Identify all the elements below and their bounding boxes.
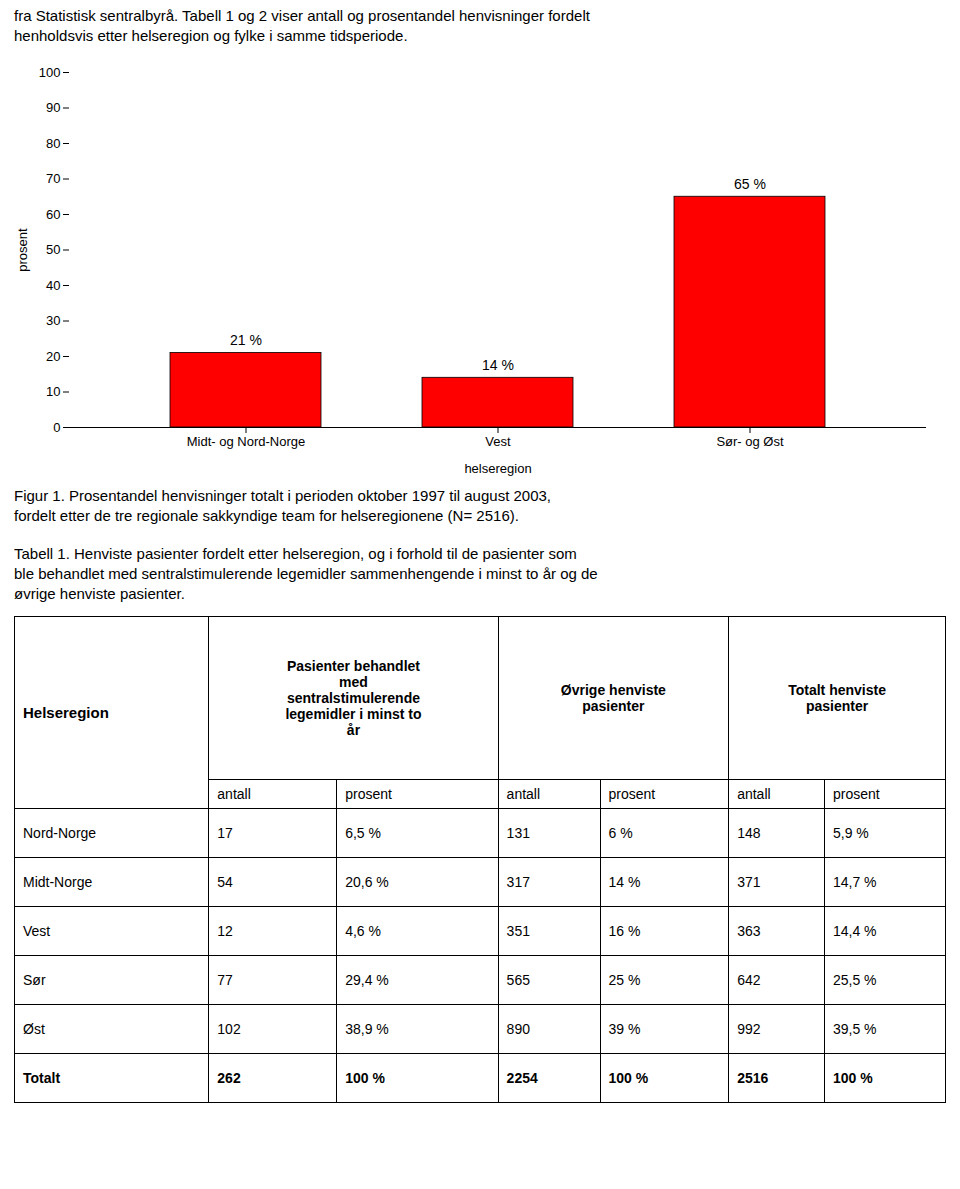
svg-text:21 %: 21 % xyxy=(230,332,262,348)
svg-text:20: 20 xyxy=(46,349,60,364)
html-text:Figur 1. Prosentandel henvisni: Figur 1. Prosentandel henvisninger total… xyxy=(14,487,551,504)
html-text:2516: 2516 xyxy=(737,1070,769,1086)
svg-text:14 %: 14 % xyxy=(482,357,514,373)
svg-text:30: 30 xyxy=(46,313,60,328)
html-text:Helseregion: Helseregion xyxy=(23,704,109,721)
html-text:Sør: Sør xyxy=(23,972,46,988)
html-text:642: 642 xyxy=(737,972,761,988)
html-text:992: 992 xyxy=(737,1021,761,1037)
html-text:antall: antall xyxy=(506,786,541,802)
svg-text:Vest: Vest xyxy=(485,434,511,449)
html-text:Øst: Øst xyxy=(23,1021,45,1037)
html-text:Totalt: Totalt xyxy=(23,1070,61,1086)
html-text:fra Statistisk sentralbyrå. Ta: fra Statistisk sentralbyrå. Tabell 1 og … xyxy=(14,7,590,24)
html-text:6,5 %: 6,5 % xyxy=(345,825,381,841)
html-text:Midt-Norge: Midt-Norge xyxy=(23,874,93,890)
svg-text:70: 70 xyxy=(46,171,60,186)
html-text:363: 363 xyxy=(737,923,761,939)
html-text:131: 131 xyxy=(506,825,530,841)
svg-text:50: 50 xyxy=(46,242,60,257)
html-text:25 %: 25 % xyxy=(608,972,641,988)
html-text:6 %: 6 % xyxy=(608,825,633,841)
svg-text:90: 90 xyxy=(46,100,60,115)
html-text:henholdsvis etter helseregion: henholdsvis etter helseregion og fylke i… xyxy=(14,27,408,44)
html-text:317: 317 xyxy=(506,874,530,890)
svg-text:40: 40 xyxy=(46,278,60,293)
html-text:Pasienter behandlet med sentra: Pasienter behandlet med sentralstimulere… xyxy=(285,658,422,738)
html-text:prosent: prosent xyxy=(608,786,656,802)
html-text:Nord-Norge: Nord-Norge xyxy=(23,825,97,841)
html-text:14 %: 14 % xyxy=(608,874,641,890)
html-text:Øvrige henviste pasienter: Øvrige henviste pasienter xyxy=(560,682,666,714)
html-text:565: 565 xyxy=(506,972,530,988)
svg-text:60: 60 xyxy=(46,207,60,222)
html-text:100 %: 100 % xyxy=(345,1070,385,1086)
html-text:102: 102 xyxy=(217,1021,241,1037)
html-text:prosent: prosent xyxy=(833,786,880,802)
html-text:2254: 2254 xyxy=(506,1070,538,1086)
html-text:54: 54 xyxy=(217,874,233,890)
html-text:fordelt etter de tre regionale: fordelt etter de tre regionale sakkyndig… xyxy=(14,507,519,524)
html-text:351: 351 xyxy=(506,923,530,939)
html-text:ble behandlet med sentralstimu: ble behandlet med sentralstimulerende le… xyxy=(14,565,598,582)
html-text:Vest: Vest xyxy=(23,923,51,939)
html-text:17: 17 xyxy=(217,825,233,841)
html-text:148: 148 xyxy=(737,825,761,841)
html-text:antall: antall xyxy=(737,786,771,802)
html-text:antall: antall xyxy=(217,786,251,802)
html-text:øvrige henviste pasienter.: øvrige henviste pasienter. xyxy=(14,585,185,602)
html-text:38,9 %: 38,9 % xyxy=(345,1021,389,1037)
html-text:16 %: 16 % xyxy=(608,923,641,939)
html-text:371: 371 xyxy=(737,874,761,890)
html-text:14,4 %: 14,4 % xyxy=(833,923,877,939)
svg-text:helseregion: helseregion xyxy=(464,461,531,476)
html-text:5,9 %: 5,9 % xyxy=(833,825,869,841)
html-text:262: 262 xyxy=(217,1070,241,1086)
html-text:39,5 %: 39,5 % xyxy=(833,1021,877,1037)
svg-text:prosent: prosent xyxy=(15,228,30,272)
svg-text:100: 100 xyxy=(39,65,61,80)
html-text:890: 890 xyxy=(506,1021,530,1037)
html-text:100 %: 100 % xyxy=(833,1070,873,1086)
html-text:39 %: 39 % xyxy=(608,1021,641,1037)
svg-text:Sør- og Øst: Sør- og Øst xyxy=(716,434,784,449)
html-text:prosent: prosent xyxy=(345,786,392,802)
html-text:25,5 %: 25,5 % xyxy=(833,972,877,988)
svg-text:65 %: 65 % xyxy=(734,176,766,192)
svg-text:10: 10 xyxy=(46,384,60,399)
html-text:Totalt henviste pasienter: Totalt henviste pasienter xyxy=(788,682,886,714)
svg-text:Midt- og Nord-Norge: Midt- og Nord-Norge xyxy=(187,434,306,449)
svg-text:0: 0 xyxy=(53,420,60,435)
html-text:20,6 %: 20,6 % xyxy=(345,874,389,890)
html-text:Tabell 1. Henviste pasienter f: Tabell 1. Henviste pasienter fordelt ett… xyxy=(14,545,577,562)
html-text:14,7 %: 14,7 % xyxy=(833,874,877,890)
html-text:100 %: 100 % xyxy=(608,1070,649,1086)
html-text:4,6 %: 4,6 % xyxy=(345,923,381,939)
html-text:77: 77 xyxy=(217,972,233,988)
html-text:29,4 %: 29,4 % xyxy=(345,972,389,988)
svg-text:80: 80 xyxy=(46,136,60,151)
html-text:12: 12 xyxy=(217,923,233,939)
